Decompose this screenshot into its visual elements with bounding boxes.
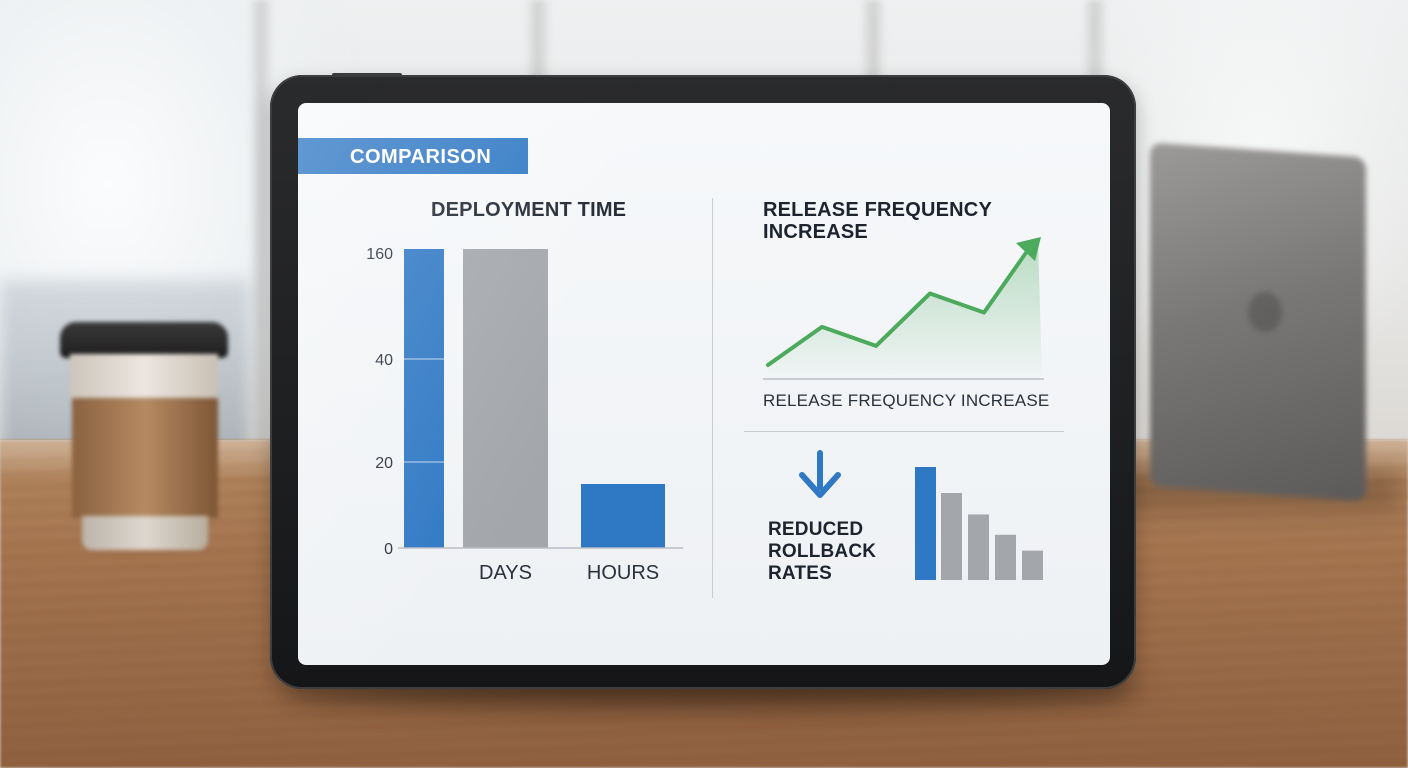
rollback-label-line2: ROLLBACK	[768, 541, 877, 562]
rollback-label-line3: RATES	[768, 563, 832, 584]
y-tick-label: 160	[366, 246, 393, 263]
coffee-cup	[70, 354, 218, 400]
x-category-label: DAYS	[479, 562, 532, 584]
y-tick-label: 40	[375, 352, 393, 369]
comparison-tag: COMPARISON	[298, 138, 528, 174]
panel-divider	[712, 198, 713, 598]
release-chart-caption: RELEASE FREQUENCY INCREASE	[763, 391, 1050, 410]
comparison-tag-label: COMPARISON	[350, 146, 492, 168]
rollback-label-line1: REDUCED	[768, 519, 864, 540]
rollback-bar	[1022, 550, 1043, 580]
release-trend-line	[766, 248, 1030, 367]
x-category-label: HOURS	[587, 562, 659, 584]
trend-arrowhead-icon	[1016, 237, 1041, 261]
coffee-cup-base	[82, 516, 208, 550]
laptop-logo	[1248, 292, 1282, 332]
rollback-bar	[941, 492, 962, 580]
rollback-rate-chart	[915, 467, 1043, 580]
y-tick-label: 20	[375, 455, 393, 472]
tablet-top-button	[332, 73, 402, 77]
coffee-cup-sleeve	[72, 398, 218, 518]
y-tick-label: 0	[384, 541, 393, 558]
deployment-bar	[581, 484, 665, 548]
deployment-time-chart: 160 40 20 0 DAYS HOURS	[366, 246, 683, 584]
release-title-line2: INCREASE	[763, 221, 868, 243]
release-title-line1: RELEASE FREQUENCY	[763, 199, 992, 221]
rollback-bar	[968, 514, 989, 580]
release-chart-title: RELEASE FREQUENCY INCREASE	[763, 199, 992, 243]
release-area-fill	[768, 241, 1042, 375]
window-mullion	[248, 0, 274, 480]
section-divider	[744, 431, 1064, 432]
deployment-chart-title: DEPLOYMENT TIME	[431, 199, 627, 221]
coffee-cup-lid	[60, 322, 228, 358]
rollback-label: REDUCED ROLLBACK RATES	[768, 519, 876, 585]
rollback-bar	[915, 467, 936, 580]
rollback-bar	[995, 534, 1016, 580]
deployment-bar	[463, 249, 548, 548]
release-frequency-chart	[763, 237, 1044, 380]
arrow-down-icon	[799, 450, 841, 498]
tablet-screen: COMPARISON DEPLOYMENT TIME 160 40 20 0 DAYS H…	[298, 103, 1110, 665]
deployment-bar	[404, 249, 444, 548]
